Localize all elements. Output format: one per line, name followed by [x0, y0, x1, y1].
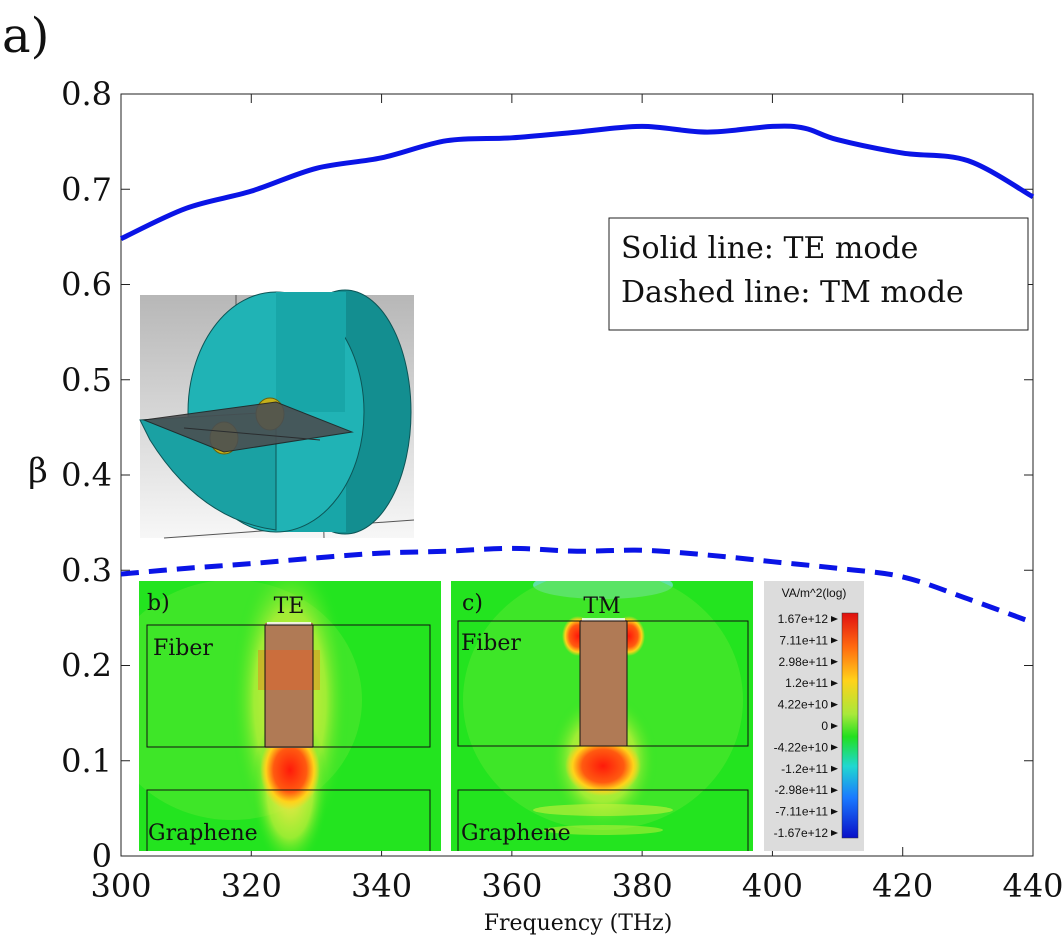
y-tick-label: 0.4 — [61, 456, 112, 494]
colorbar-tick-label: 4.22e+10 — [778, 698, 829, 712]
y-axis: 0 0.1 0.2 0.3 0.4 0.5 0.6 0.7 0.8 — [61, 75, 1033, 875]
colorbar-tick-arrow — [831, 744, 838, 751]
y-tick-label: 0.3 — [61, 551, 112, 589]
colorbar-title: VA/m^2(log) — [782, 586, 847, 600]
x-tick-label: 320 — [221, 867, 282, 905]
x-tick-label: 380 — [612, 867, 673, 905]
colorbar-tick-arrow — [831, 723, 838, 729]
y-tick-label: 0.7 — [61, 170, 112, 208]
inset-tm-field: c) TM Fiber Graphene — [451, 581, 753, 851]
colorbar-tick-label: 1.2e+11 — [785, 676, 828, 690]
inset-c-fiber-label: Fiber — [461, 631, 521, 656]
inset-c-graphene-label: Graphene — [461, 821, 571, 846]
y-axis-label: β — [28, 451, 48, 491]
colorbar-tick-label: -4.22e+10 — [774, 740, 829, 754]
x-tick-label: 400 — [742, 867, 803, 905]
legend-line-te: Solid line: TE mode — [621, 231, 918, 266]
fiber-3d-model-inset — [139, 289, 415, 539]
colorbar-tick-arrow — [831, 658, 838, 665]
colorbar-tick-label: -2.98e+11 — [775, 783, 829, 797]
inset-c-label: c) — [462, 591, 483, 616]
colorbar-tick-label: 1.67e+12 — [778, 612, 829, 626]
colorbar-tick-label: -1.67e+12 — [774, 826, 829, 840]
colorbar-tick-arrow — [831, 830, 838, 836]
y-tick-label: 0.8 — [61, 75, 112, 113]
y-tick-label: 0 — [92, 837, 112, 875]
fiber-region-box — [457, 620, 749, 747]
colorbar-tick-arrow — [831, 616, 838, 622]
inset-b-title: TE — [274, 594, 305, 619]
colorbar-tick-label: 7.11e+11 — [779, 633, 828, 647]
y-tick-label: 0.6 — [61, 266, 112, 304]
inset-b-label: b) — [147, 591, 170, 616]
colorbar: VA/m^2(log) 1.67e+12 7.11e+11 2.98e+11 1.2e… — [764, 581, 864, 851]
colorbar-tick-arrow — [831, 637, 838, 644]
x-axis: 300 320 340 360 380 400 420 440 — [90, 94, 1063, 905]
x-axis-label: Frequency (THz) — [484, 911, 673, 936]
y-tick-label: 0.5 — [61, 361, 112, 399]
graphene-region-box — [146, 789, 431, 851]
panel-label: a) — [2, 8, 49, 64]
legend: Solid line: TE mode Dashed line: TM mode — [608, 217, 1029, 331]
inset-b-graphene-label: Graphene — [148, 821, 258, 846]
colorbar-tick-label: 2.98e+11 — [779, 655, 829, 669]
inset-c-title: TM — [583, 594, 620, 619]
colorbar-gradient — [841, 612, 859, 839]
series-layer — [119, 123, 1035, 625]
tm-mode-line — [120, 545, 1034, 625]
te-mode-line — [119, 123, 1035, 242]
x-tick-label: 360 — [481, 867, 542, 905]
x-tick-label: 340 — [351, 867, 412, 905]
colorbar-tick-arrow — [831, 701, 838, 708]
inset-b-fiber-label: Fiber — [153, 636, 213, 661]
y-tick-label: 0.1 — [61, 742, 112, 780]
y-tick-label: 0.2 — [61, 647, 112, 685]
colorbar-tick-arrow — [831, 787, 838, 794]
graphene-region-box — [457, 789, 749, 851]
colorbar-tick-label: -1.2e+11 — [781, 762, 828, 776]
colorbar-tick-arrow — [831, 765, 838, 772]
colorbar-tick-label: -7.11e+11 — [775, 805, 828, 819]
inset-te-field: b) TE Fiber Graphene — [139, 581, 441, 851]
colorbar-tick-label: 0 — [821, 719, 828, 733]
x-tick-label: 440 — [1002, 867, 1063, 905]
legend-line-tm: Dashed line: TM mode — [621, 275, 964, 310]
x-tick-label: 420 — [872, 867, 933, 905]
fiber-region-box — [146, 624, 431, 748]
legend-box — [608, 217, 1029, 331]
x-tick-label: 300 — [90, 867, 151, 905]
colorbar-tick-arrow — [831, 808, 838, 815]
colorbar-tick-arrow — [831, 680, 838, 687]
